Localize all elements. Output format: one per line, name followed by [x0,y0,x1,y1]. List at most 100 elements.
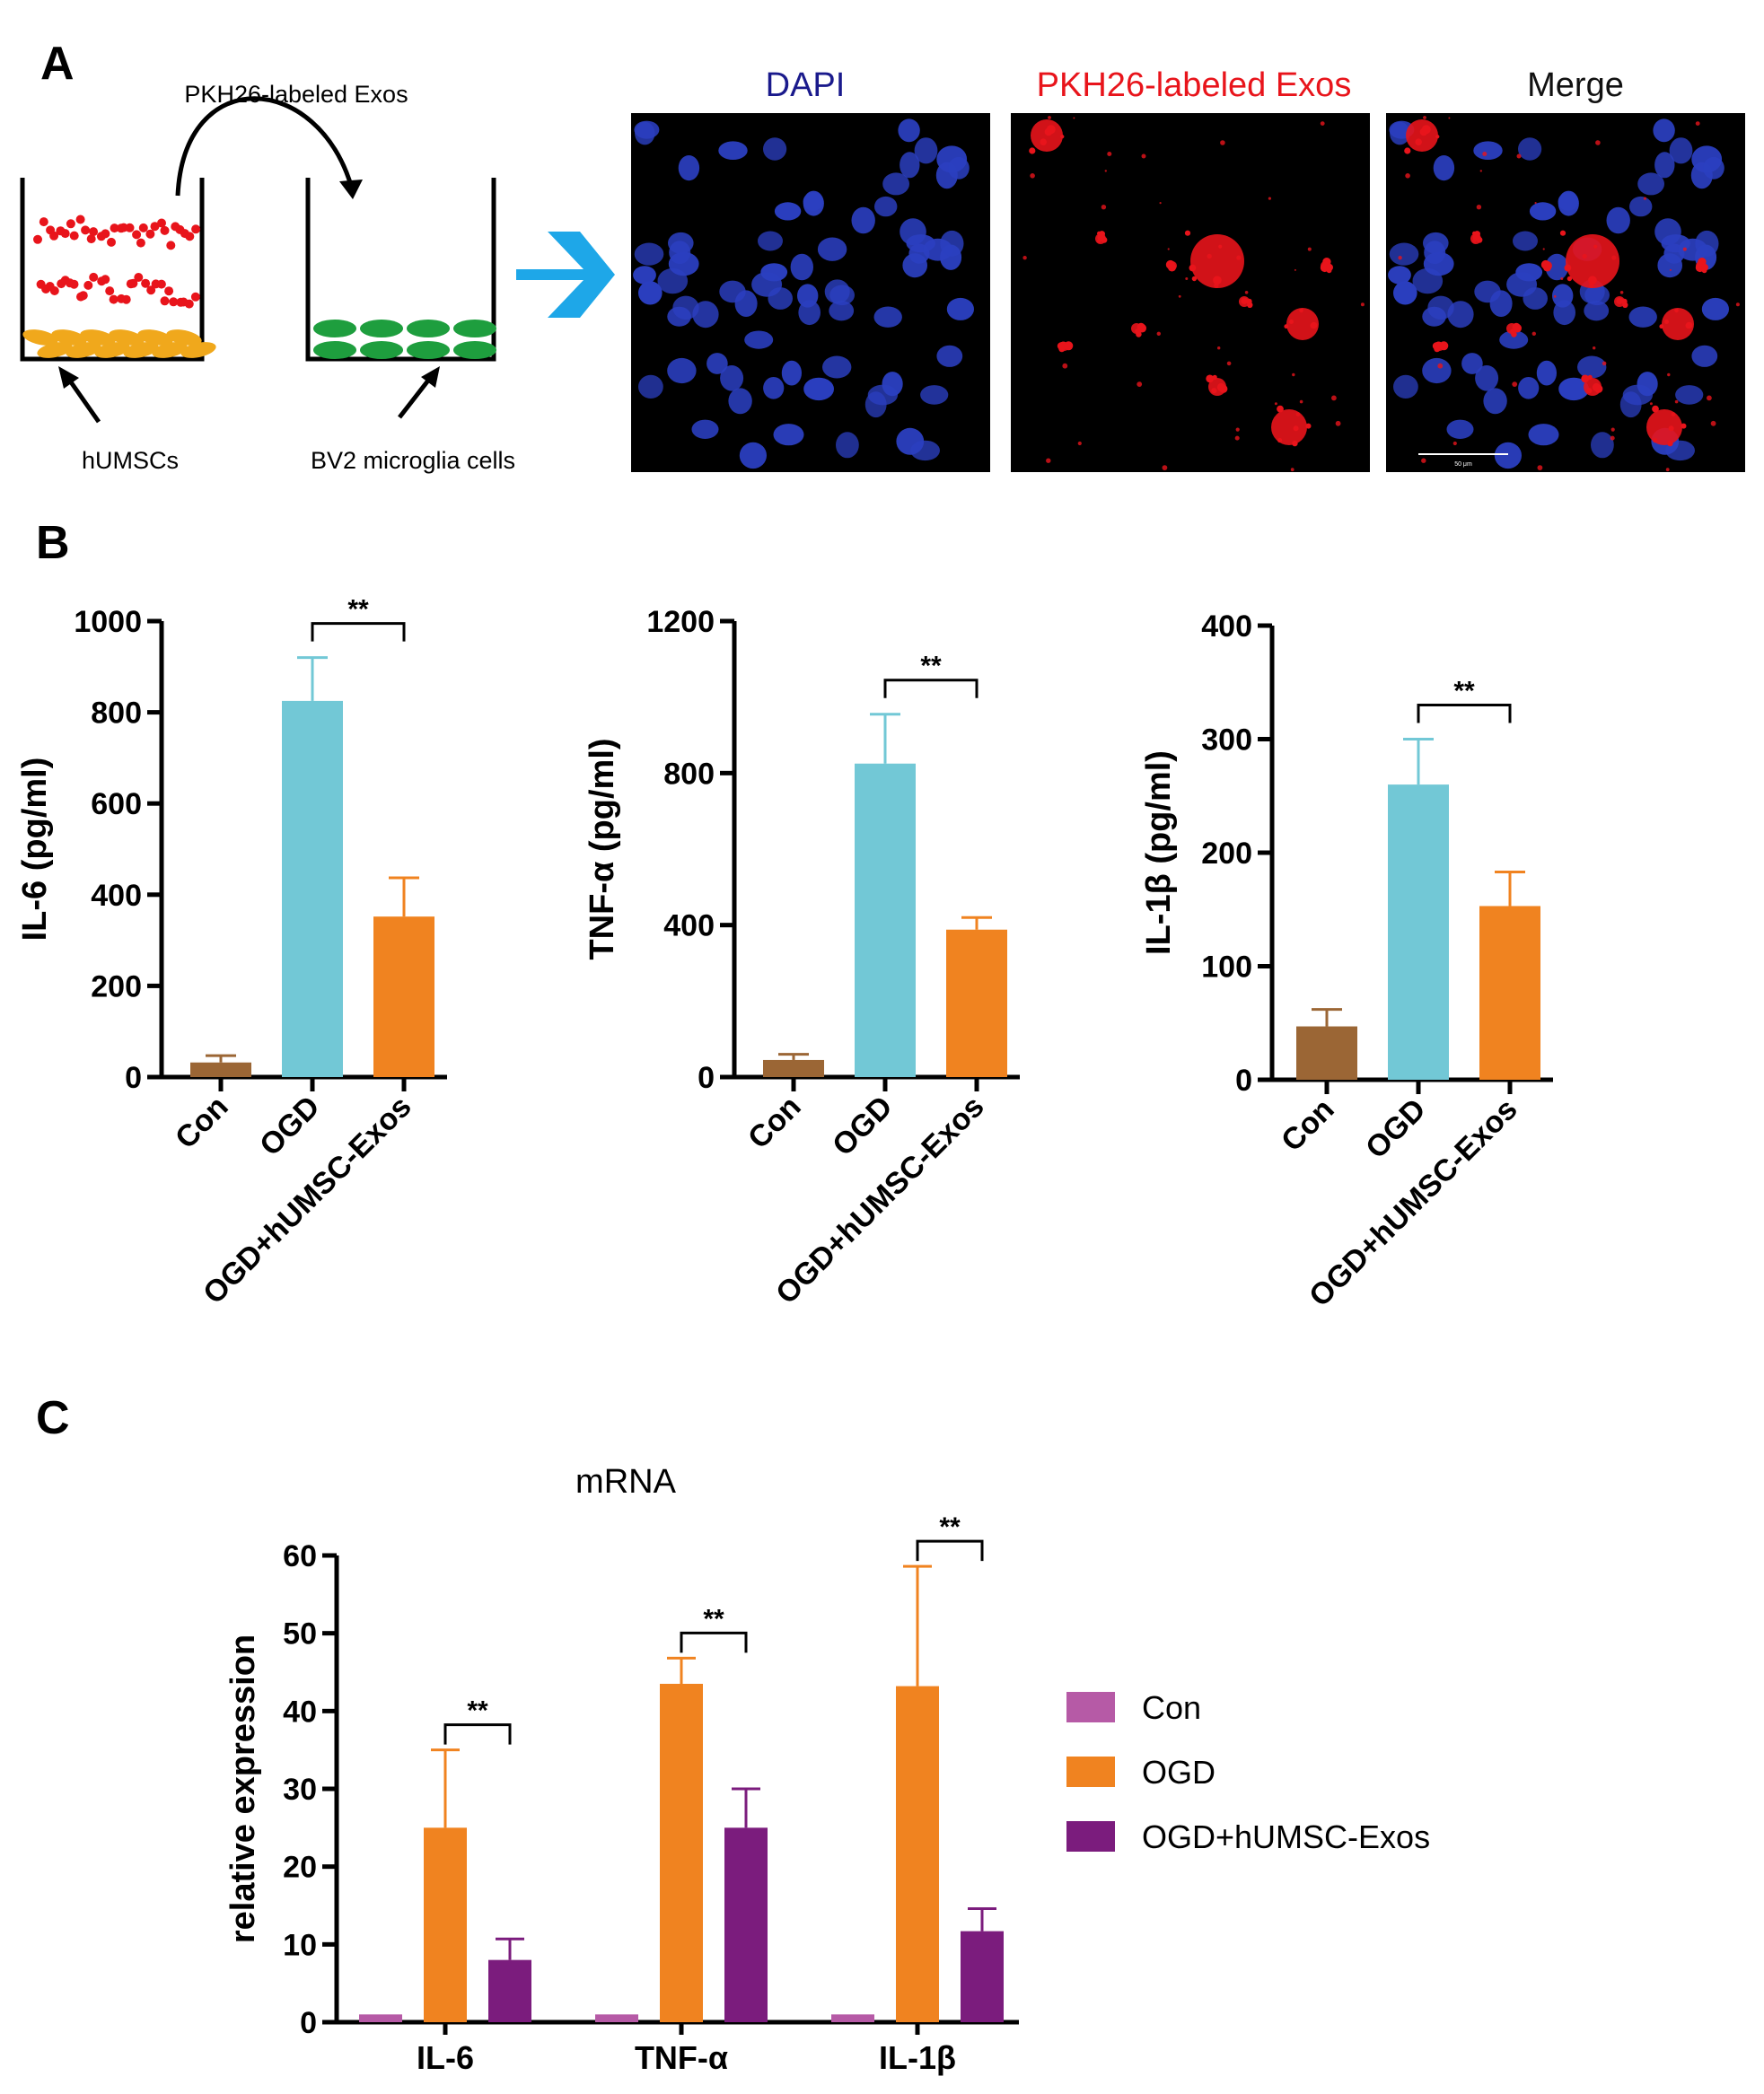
significance-label: ** [920,652,942,681]
nucleus [882,172,909,196]
exosome-dot [134,273,144,282]
exosome-dot [69,231,79,241]
y-axis-label: IL-1β (pg/ml) [1140,750,1178,955]
exosome-speck [1423,116,1426,119]
significance-label: ** [703,1604,724,1634]
exosome-signal [1581,374,1590,383]
exosome-speck [1735,302,1740,307]
exosome-signal [1622,302,1628,308]
bv2-cell [360,341,403,359]
exosome-signal [1064,341,1074,351]
exosome-dot [190,292,200,302]
exosome-signal [1542,263,1552,272]
exosome-dot [169,297,179,307]
y-tick-label: 20 [283,1851,317,1885]
exosome-speck [1030,173,1035,179]
nucleus [936,345,963,367]
nucleus [1518,137,1542,161]
exosome-signal [1652,405,1659,413]
exosome-speck [1185,277,1189,280]
nucleus [1606,206,1630,234]
exosome-signal [1277,405,1284,413]
nucleus [774,202,802,221]
nucleus [667,357,697,384]
exosome-signal [1559,230,1567,236]
bv2-cells [313,320,496,359]
exosome-speck [1479,170,1483,172]
exosome-signal [1681,423,1687,429]
nucleus [739,442,768,469]
exosome-speck [1619,291,1624,294]
exosome-speck [1674,399,1679,404]
x-tick-label: Con [1275,1092,1341,1159]
exosome-signal [1566,234,1619,288]
y-tick-label: 10 [283,1928,317,1962]
exosome-speck [1235,427,1240,432]
exosome-speck [1589,283,1594,288]
exosome-speck [1593,346,1596,350]
nucleus [744,330,774,349]
nucleus [1422,357,1452,384]
exosome-dot [105,286,115,296]
exosome-signal [1271,409,1307,445]
exosome-signal [1029,147,1036,154]
nucleus [1474,280,1501,303]
significance-label: ** [347,595,369,625]
exosome-dot [78,291,88,301]
significance-label: ** [1453,677,1475,706]
exosome-dot [49,231,59,241]
huMSC-pointer [65,375,101,424]
exosome-speck [1665,468,1670,472]
scale-bar-label: 50 μm [1454,461,1472,468]
nucleus [1657,253,1682,278]
huMSC-cell [94,342,130,358]
exosome-speck [1534,202,1537,205]
exosome-speck [1101,205,1107,210]
bar [896,1686,939,2022]
nucleus [1653,118,1675,143]
nucleus [1518,377,1540,399]
exosome-speck [1274,402,1277,406]
significance-label: ** [939,1512,961,1542]
exosome-speck [1482,152,1488,156]
exosome-speck [1602,361,1607,366]
nucleus [873,306,902,328]
exosome-speck [1062,363,1068,369]
bv2-well [305,178,496,362]
nucleus [728,388,752,415]
exosome-speck [1611,255,1617,260]
exosome-speck [1537,465,1543,470]
significance-label: ** [467,1696,488,1726]
exosome-dot [83,280,93,290]
nucleus [1475,365,1499,391]
nucleus [1515,263,1543,282]
exosome-signal [1404,147,1411,154]
bar [831,2014,874,2022]
nucleus [691,419,719,439]
exosome-speck [1405,173,1410,179]
exosome-dot [136,238,145,248]
exosome-signal [1668,425,1674,432]
significance-bracket [1417,704,1512,723]
exosome-speck [1268,197,1271,200]
huMSC-cell [166,329,202,346]
y-tick-label: 0 [698,1061,715,1095]
exosome-speck [1159,202,1162,205]
nucleus [1447,301,1474,329]
legend-swatch [1066,1821,1115,1852]
y-tick-label: 1200 [646,605,715,639]
exosome-dot [146,285,156,295]
micrograph-pkh26 [1011,113,1370,472]
y-tick-label: 200 [91,969,142,1003]
nucleus [1577,355,1607,379]
exosome-signal [1284,324,1289,329]
exosome-dot [110,223,119,233]
nucleus [763,377,785,399]
exosome-speck [1217,346,1221,350]
bv2-cell [453,320,496,337]
exosome-speck [1022,256,1027,260]
exosome-speck [1707,395,1712,401]
transfer-arrow [175,96,355,197]
x-tick-label: OGD [253,1090,327,1163]
